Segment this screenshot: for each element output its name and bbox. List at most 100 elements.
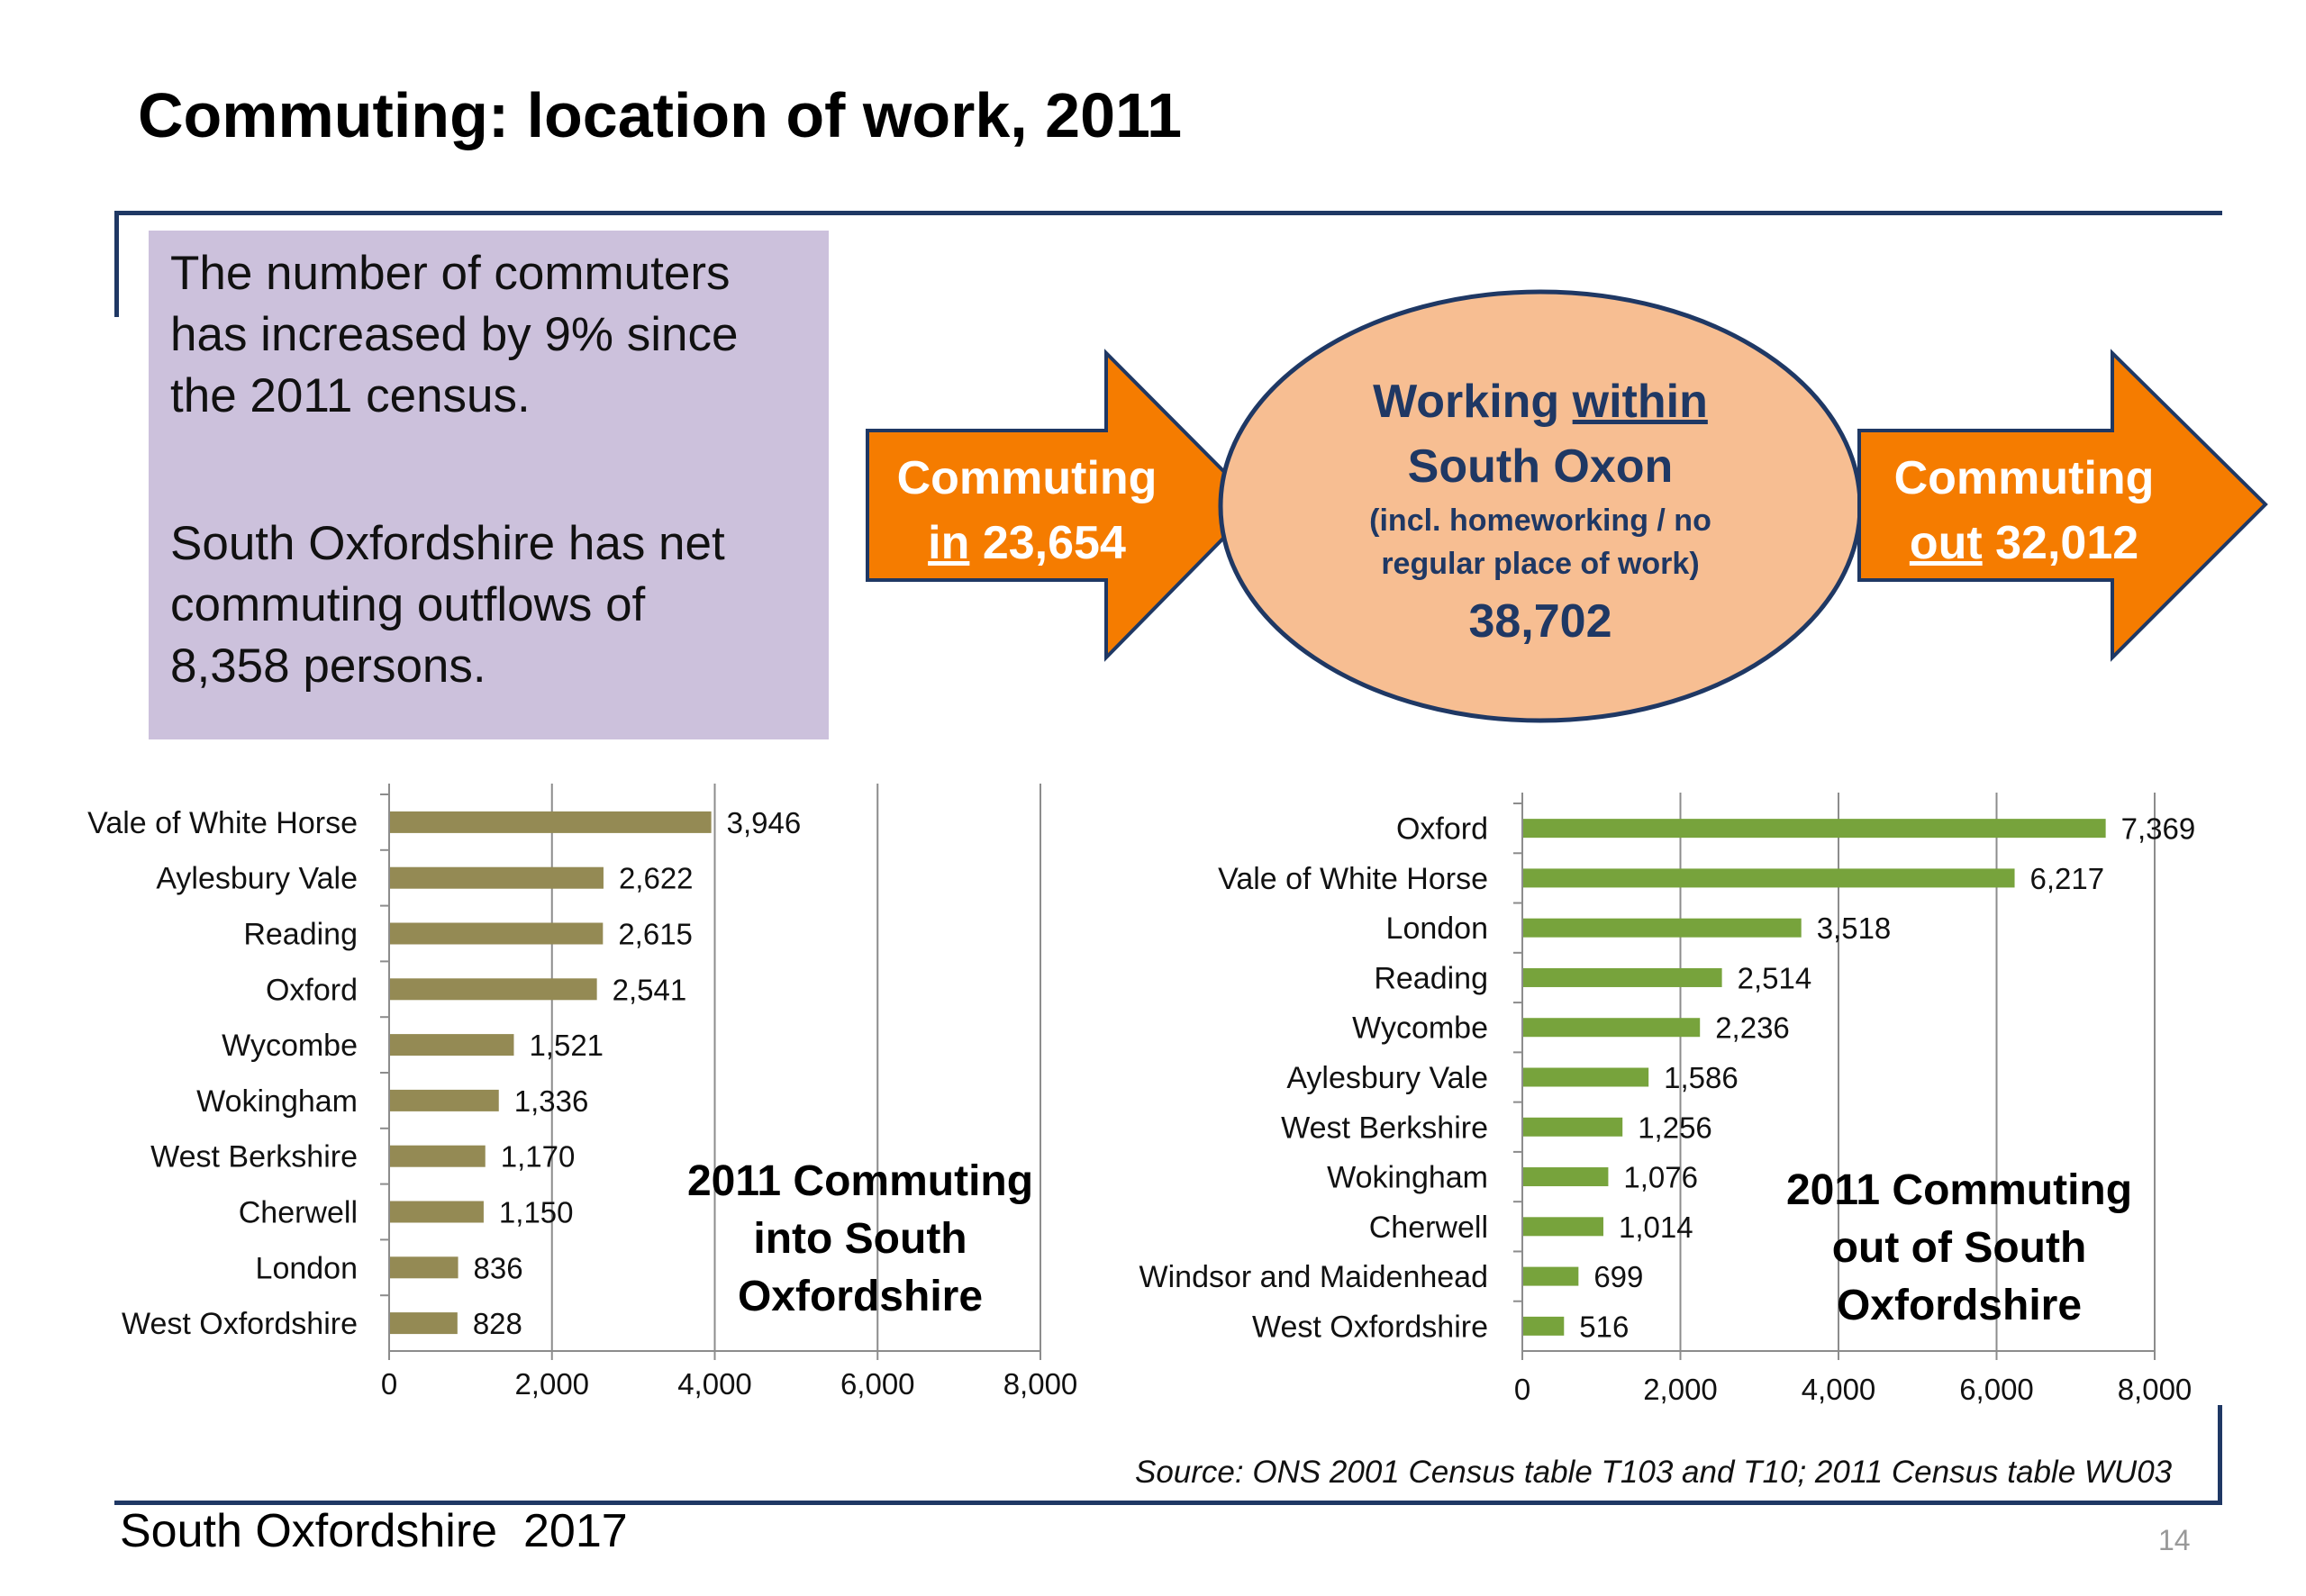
commuting-out-value-line: out 32,012 [1857,511,2191,576]
out-bar [1523,1217,1603,1237]
source-note: Source: ONS 2001 Census table T103 and T… [1135,1455,2173,1490]
in-value-label: 828 [473,1307,522,1340]
out-bar [1523,1266,1579,1286]
in-value-label: 1,170 [501,1140,576,1174]
out-value-label: 2,236 [1715,1011,1790,1045]
out-bar [1523,1316,1565,1336]
in-category-label: Wycombe [222,1029,358,1063]
in-category-label: Aylesbury Vale [156,862,358,896]
commuting-in-title: Commuting [896,452,1158,504]
working-within-title: Working within [1279,369,1802,434]
within-word: within [1572,376,1708,428]
out-value-label: 7,369 [2121,812,2196,846]
in-value-label: 3,946 [727,806,802,839]
out-category-label: London [1386,911,1488,946]
in-bar [390,1256,458,1279]
commuting-in-value-line: in 23,654 [878,511,1176,576]
working-within-label: Working within South Oxon (incl. homewor… [1279,369,1802,657]
out-category-label: Oxford [1396,812,1488,847]
in-value-label: 2,622 [619,862,694,895]
in-value-label: 1,150 [499,1196,574,1229]
out-value-label: 699 [1593,1260,1643,1293]
out-bar [1523,868,2015,888]
out-category-label: Cherwell [1369,1211,1488,1245]
footer-divider-hook [2218,1405,2222,1505]
in-value-label: 836 [474,1251,523,1284]
out-x-tick-label: 0 [1514,1373,1530,1406]
in-x-tick-label: 0 [381,1367,397,1401]
in-category-label: Vale of White Horse [87,806,358,840]
out-category-label: West Berkshire [1281,1111,1488,1145]
in-bar [390,811,712,833]
working-within-area: South Oxon [1407,440,1674,493]
header-divider [114,211,2222,215]
in-bar [390,1145,486,1167]
out-bar [1523,918,1802,938]
out-value-label: 6,217 [2030,862,2105,895]
in-category-label: West Oxfordshire [122,1307,358,1341]
in-x-tick-label: 8,000 [1003,1367,1078,1401]
out-x-tick-label: 2,000 [1643,1373,1718,1406]
out-value-label: 2,514 [1738,961,1812,994]
summary-text-net-outflow: South Oxfordshire has net commuting outf… [170,517,725,693]
page-title: Commuting: location of work, 2011 [138,80,1183,150]
out-bar [1523,1018,1701,1038]
out-value-label: 516 [1579,1310,1629,1343]
in-bar [390,1089,499,1111]
out-value-label: 1,586 [1664,1061,1739,1094]
footer-text: South Oxfordshire 2017 [120,1505,628,1557]
working-within-note-1: (incl. homeworking / no [1369,503,1711,538]
working-within-value: 38,702 [1468,595,1612,648]
out-value-label: 3,518 [1817,911,1892,945]
summary-text-increase: The number of commuters has increased by… [170,247,739,422]
out-value-label: 1,256 [1638,1111,1712,1144]
chart-in-caption: 2011 Commuting into South Oxfordshire [686,1157,1034,1320]
in-category-label: Cherwell [239,1196,358,1230]
in-value-label: 2,541 [613,973,687,1006]
out-category-label: Vale of White Horse [1218,862,1488,896]
footer-divider [114,1501,2222,1505]
in-bar [390,978,597,1001]
in-bar [390,922,604,945]
out-category-label: West Oxfordshire [1252,1310,1488,1344]
in-x-tick-label: 6,000 [840,1367,915,1401]
in-category-label: Wokingham [196,1084,358,1119]
in-value-label: 2,615 [618,918,693,951]
chart-out-caption: 2011 Commuting out of South Oxfordshire [1785,1166,2133,1329]
in-bar [390,1312,458,1335]
out-x-tick-label: 4,000 [1802,1373,1876,1406]
out-value-label: 1,014 [1619,1211,1693,1244]
in-x-tick-label: 2,000 [514,1367,589,1401]
out-category-label: Wycombe [1352,1011,1488,1046]
commuting-out-label: Commuting out 32,012 [1857,446,2191,576]
in-category-label: Reading [243,918,358,952]
commuting-in-value: 23,654 [982,517,1126,569]
out-category-label: Reading [1374,961,1488,995]
working-within-note-2: regular place of work) [1381,547,1700,581]
out-category-label: Wokingham [1327,1161,1488,1195]
header-divider-hook [114,211,119,317]
in-category-label: Oxford [266,973,358,1007]
out-value-label: 1,076 [1623,1161,1698,1194]
summary-box: The number of commuters has increased by… [149,231,829,739]
out-bar [1523,1117,1623,1137]
out-bar [1523,967,1722,987]
in-value-label: 1,521 [529,1029,604,1062]
in-bar [390,866,604,889]
out-category-label: Windsor and Maidenhead [1139,1260,1488,1294]
in-bar [390,1034,514,1056]
commuting-out-word: out [1909,517,1983,569]
out-x-tick-label: 8,000 [2118,1373,2193,1406]
commuting-out-value: 32,012 [1995,517,2139,569]
out-x-tick-label: 6,000 [1959,1373,2034,1406]
out-bar [1523,1067,1649,1087]
out-bar [1523,1167,1609,1187]
out-bar [1523,819,2106,839]
page-number: 14 [2158,1524,2191,1556]
commuting-in-label: Commuting in 23,654 [878,446,1176,576]
in-x-tick-label: 4,000 [677,1367,752,1401]
in-category-label: West Berkshire [150,1140,358,1174]
working-word: Working [1373,376,1560,428]
in-category-label: London [256,1251,358,1285]
